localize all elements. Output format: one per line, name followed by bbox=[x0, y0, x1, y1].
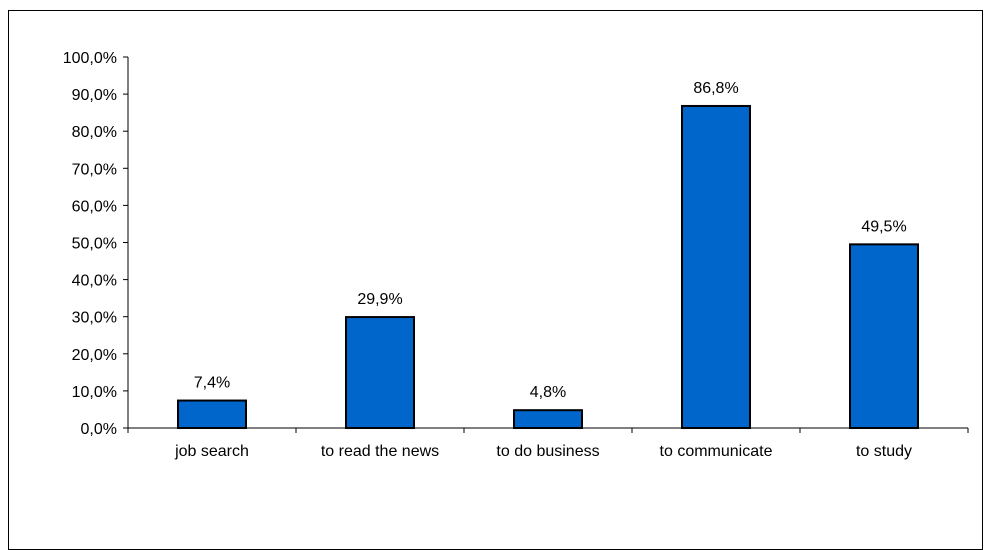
x-category-label: to read the news bbox=[321, 443, 439, 460]
bar bbox=[345, 316, 415, 430]
x-category-label: to study bbox=[856, 443, 912, 460]
y-tick-label: 20,0% bbox=[72, 347, 117, 364]
bar-data-label: 86,8% bbox=[693, 80, 738, 97]
bar-data-label: 49,5% bbox=[861, 218, 906, 235]
data-labels: 7,4% 29,9% 4,8% 86,8% 49,5% bbox=[194, 80, 907, 401]
y-tick-label: 30,0% bbox=[72, 310, 117, 327]
x-category-label: job search bbox=[174, 443, 249, 460]
y-axis: 0,0% 10,0% 20,0% 30,0% 40,0% 50,0% 60,0% 70,0% 8… bbox=[63, 50, 129, 438]
bar bbox=[513, 409, 583, 429]
x-axis: job search to read the news to do business… bbox=[127, 427, 969, 460]
bar bbox=[177, 399, 247, 429]
y-tick-label: 50,0% bbox=[72, 236, 117, 253]
y-tick-label: 100,0% bbox=[63, 50, 117, 67]
bar-data-label: 4,8% bbox=[530, 384, 566, 401]
bar-data-label: 7,4% bbox=[194, 375, 230, 392]
x-category-label: to communicate bbox=[660, 443, 773, 460]
y-tick-label: 60,0% bbox=[72, 198, 117, 215]
chart-frame bbox=[8, 10, 983, 550]
y-tick-label: 80,0% bbox=[72, 124, 117, 141]
y-tick-label: 70,0% bbox=[72, 161, 117, 178]
y-tick-label: 90,0% bbox=[72, 87, 117, 104]
bar-chart: 0,0% 10,0% 20,0% 30,0% 40,0% 50,0% 60,0% 70,0% 8… bbox=[63, 50, 969, 460]
bars bbox=[177, 104, 919, 430]
bar bbox=[849, 243, 919, 429]
x-category-label: to do business bbox=[496, 443, 599, 460]
y-tick-label: 10,0% bbox=[72, 384, 117, 401]
bar-data-label: 29,9% bbox=[357, 291, 402, 308]
bar bbox=[681, 104, 751, 430]
y-tick-label: 40,0% bbox=[72, 273, 117, 290]
y-tick-label: 0,0% bbox=[81, 421, 117, 438]
